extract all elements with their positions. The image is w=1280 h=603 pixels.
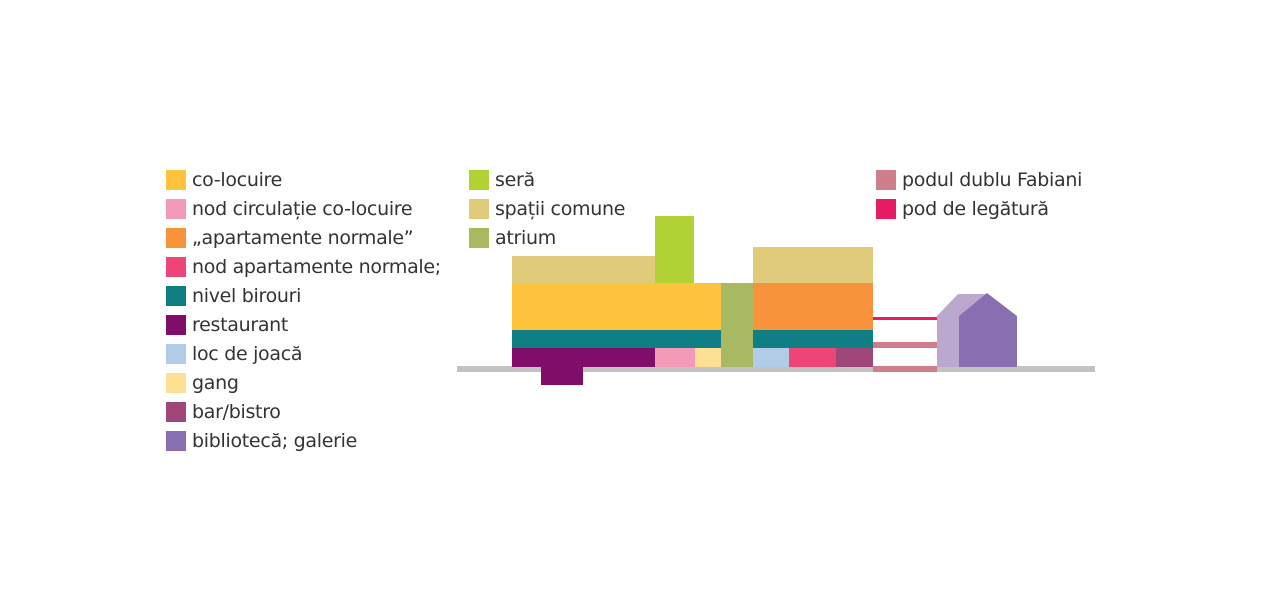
- legend-column-1: co-locuire nod circulație co-locuire „ap…: [166, 165, 441, 455]
- legend-label: pod de legătură: [902, 197, 1049, 220]
- legend-label: podul dublu Fabiani: [902, 168, 1083, 191]
- legend-label: co-locuire: [192, 168, 283, 191]
- legend-item-podul-dublu: podul dublu Fabiani: [876, 165, 1082, 194]
- legend-label: nod apartamente normale;: [192, 255, 441, 278]
- legend-label: atrium: [495, 226, 556, 249]
- block-apartamente-normale: [753, 283, 873, 330]
- legend-item-co-locuire: co-locuire: [166, 165, 441, 194]
- block-nivel-birouri-left: [512, 330, 721, 348]
- podul-dublu-bridge-upper: [873, 342, 937, 348]
- legend-label: nod circulație co-locuire: [192, 197, 413, 220]
- legend-column-3: podul dublu Fabiani pod de legătură: [876, 165, 1082, 223]
- legend-label: seră: [495, 168, 535, 191]
- podul-dublu-bridge-lower: [873, 366, 937, 372]
- legend-item-nivel-birouri: nivel birouri: [166, 281, 441, 310]
- block-nivel-birouri-right: [753, 330, 873, 348]
- legend-column-2: seră spații comune atrium: [469, 165, 625, 252]
- legend-item-bar-bistro: bar/bistro: [166, 397, 441, 426]
- legend-swatch: [469, 227, 489, 248]
- legend-item-loc-de-joaca: loc de joacă: [166, 339, 441, 368]
- legend-swatch: [166, 198, 186, 219]
- block-loc-de-joaca: [753, 348, 789, 367]
- legend-label: restaurant: [192, 313, 289, 336]
- block-atrium: [721, 283, 753, 367]
- legend-swatch: [876, 169, 896, 190]
- block-sera: [655, 216, 694, 283]
- legend-label: nivel birouri: [192, 284, 302, 307]
- block-nod-apartamente: [789, 348, 836, 367]
- legend-swatch: [166, 343, 186, 364]
- block-spatii-comune-left: [512, 256, 655, 283]
- legend-item-biblioteca: bibliotecă; galerie: [166, 426, 441, 455]
- legend-label: bibliotecă; galerie: [192, 429, 358, 452]
- legend-label: spații comune: [495, 197, 626, 220]
- legend-item-atrium: atrium: [469, 223, 625, 252]
- legend-swatch: [166, 256, 186, 277]
- legend-swatch: [166, 169, 186, 190]
- biblioteca-house: [959, 293, 1017, 367]
- legend-swatch: [166, 401, 186, 422]
- biblioteca-house-roof-light: [937, 294, 987, 316]
- ground-line: [457, 366, 1095, 372]
- legend-item-spatii-comune: spații comune: [469, 194, 625, 223]
- legend-label: loc de joacă: [192, 342, 303, 365]
- block-spatii-comune-right: [753, 247, 873, 283]
- block-co-locuire: [512, 283, 721, 330]
- legend-swatch: [469, 169, 489, 190]
- block-restaurant-basement: [541, 366, 583, 385]
- block-bar-bistro: [836, 348, 873, 367]
- legend-swatch: [876, 198, 896, 219]
- legend-swatch: [166, 372, 186, 393]
- legend-label: „apartamente normale”: [192, 226, 414, 249]
- legend-item-nod-apartamente: nod apartamente normale;: [166, 252, 441, 281]
- legend-item-pod-legatura: pod de legătură: [876, 194, 1082, 223]
- legend-swatch: [166, 430, 186, 451]
- block-gang: [695, 348, 721, 367]
- legend-swatch: [166, 314, 186, 335]
- legend-swatch: [166, 227, 186, 248]
- legend-label: bar/bistro: [192, 400, 281, 423]
- legend-item-apartamente-normale: „apartamente normale”: [166, 223, 441, 252]
- legend-item-sera: seră: [469, 165, 625, 194]
- legend-item-restaurant: restaurant: [166, 310, 441, 339]
- block-restaurant: [512, 348, 655, 367]
- legend-swatch: [166, 285, 186, 306]
- legend-item-gang: gang: [166, 368, 441, 397]
- block-nod-circulatie: [655, 348, 695, 367]
- pod-de-legatura-bridge: [873, 317, 959, 320]
- legend-item-nod-circulatie: nod circulație co-locuire: [166, 194, 441, 223]
- legend-swatch: [469, 198, 489, 219]
- legend-label: gang: [192, 371, 239, 394]
